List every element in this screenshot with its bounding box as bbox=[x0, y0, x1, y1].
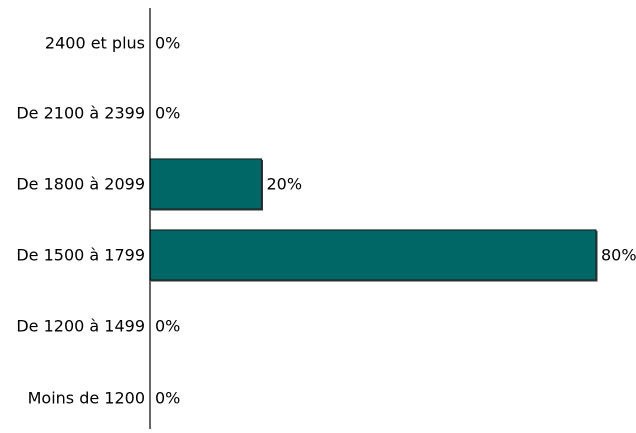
category-label: De 1200 à 1499 bbox=[16, 317, 145, 336]
category-label: 2400 et plus bbox=[45, 34, 145, 53]
value-label: 0% bbox=[155, 104, 180, 123]
bar-shadow bbox=[151, 231, 598, 282]
bar bbox=[149, 158, 263, 210]
category-label: De 2100 à 2399 bbox=[16, 104, 145, 123]
bar-shadow bbox=[151, 160, 263, 211]
value-label: 80% bbox=[601, 246, 636, 265]
bars-layer bbox=[149, 158, 598, 282]
category-label: De 1800 à 2099 bbox=[16, 175, 145, 194]
category-label: Moins de 1200 bbox=[28, 389, 145, 408]
value-label: 0% bbox=[155, 317, 180, 336]
value-label: 20% bbox=[267, 175, 303, 194]
category-label: De 1500 à 1799 bbox=[16, 246, 145, 265]
value-label: 0% bbox=[155, 34, 180, 53]
bar bbox=[149, 229, 597, 281]
value-label: 0% bbox=[155, 389, 180, 408]
labels-layer: 2400 et plus 0% De 2100 à 2399 0% De 1800 à … bbox=[16, 34, 636, 408]
